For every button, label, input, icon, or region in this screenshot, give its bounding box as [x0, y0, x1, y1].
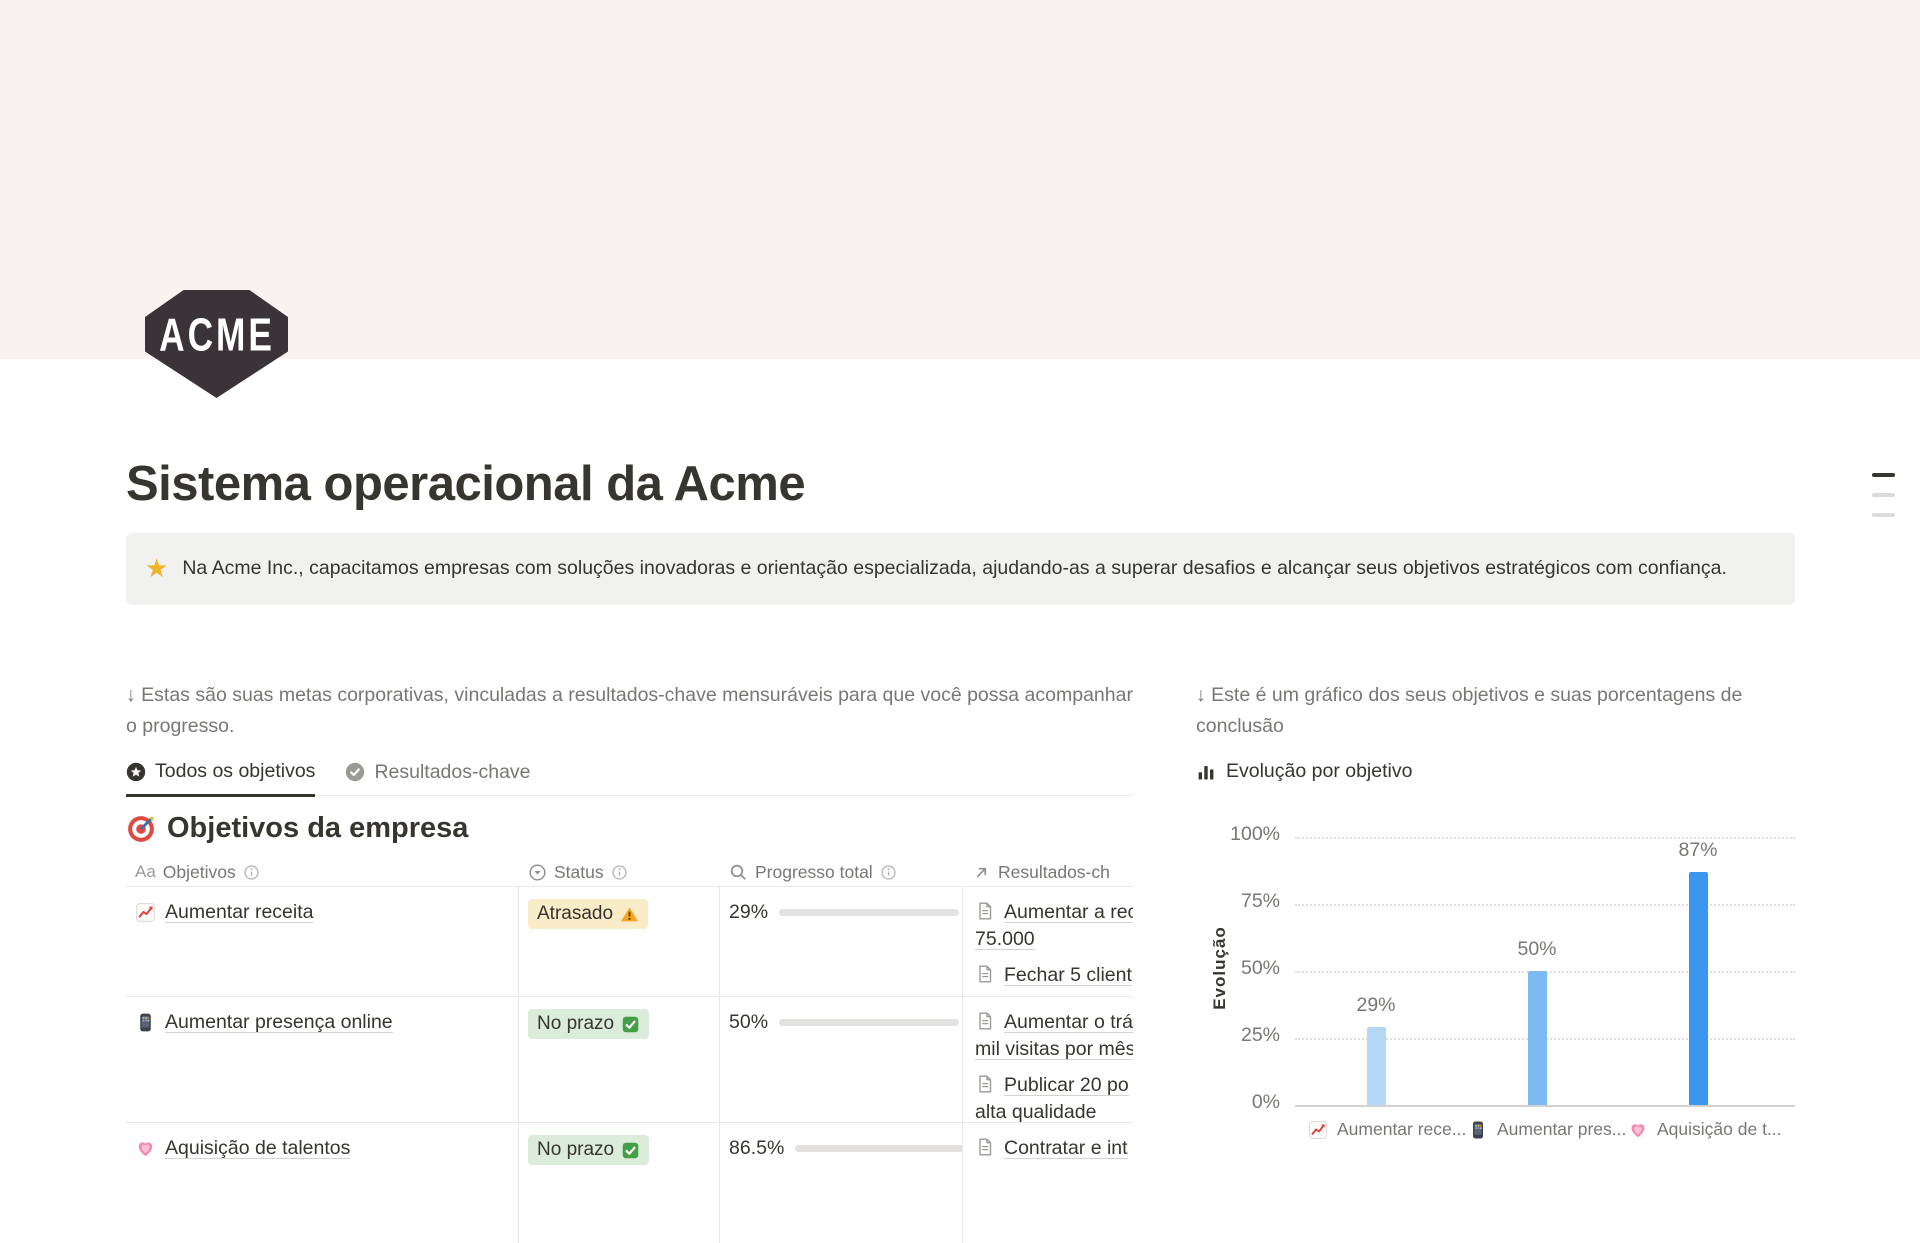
chart-bar-value: 87%	[1678, 838, 1718, 861]
y-axis-tick: 25%	[1240, 1024, 1280, 1046]
progress-value: 50%	[729, 1011, 769, 1033]
toc-item[interactable]	[1872, 513, 1895, 517]
gridline	[1295, 904, 1795, 906]
acme-logo-text: ACME	[158, 307, 275, 361]
goals-intro-text: ↓ Estas são suas metas corporativas, vin…	[126, 684, 1133, 737]
gridline	[1295, 837, 1795, 839]
key-result-link[interactable]: Aumentar a rec 75.000	[975, 901, 1133, 950]
key-result-link[interactable]: Publicar 20 po alta qualidade	[975, 1074, 1129, 1122]
chart-plot-area: 29% 50% 87%	[1295, 837, 1795, 1107]
chart-bar[interactable]	[1366, 1027, 1386, 1105]
growing-heart-icon	[138, 1142, 153, 1157]
bar-chart-icon	[1198, 765, 1214, 779]
column-header-resultados-chave[interactable]: Resultados-ch	[963, 862, 1133, 883]
goals-column: ↓ Estas são suas metas corporativas, vin…	[126, 680, 1133, 1243]
page-icon	[979, 1138, 992, 1156]
legend-entry: Aquisição de t...	[1628, 1119, 1788, 1140]
text-property-icon: Aa	[135, 862, 156, 881]
chart-block-title[interactable]: Evolução por objetivo	[1196, 760, 1795, 783]
objective-link[interactable]: Aumentar receita	[135, 899, 509, 926]
view-tabs: Todos os objetivos Resultados-chave	[126, 760, 1133, 797]
status-badge: No prazo	[528, 1135, 650, 1165]
y-axis-tick: 50%	[1240, 957, 1280, 979]
legend-label: Aumentar rece...	[1337, 1119, 1467, 1139]
status-badge: No prazo	[528, 1009, 650, 1039]
info-icon[interactable]	[611, 864, 628, 881]
progress-value: 29%	[729, 901, 769, 923]
callout-text: Na Acme Inc., capacitamos empresas com s…	[182, 557, 1727, 579]
target-icon	[128, 815, 154, 842]
table-header-row: Aa Objetivos Status	[126, 858, 1133, 887]
mobile-phone-icon	[1468, 1120, 1488, 1140]
y-axis-tick: 100%	[1230, 823, 1280, 845]
chart-intro-text: ↓ Este é um gráfico dos seus objetivos e…	[1196, 684, 1743, 737]
y-axis-tick: 75%	[1240, 890, 1280, 912]
chart-bar-value: 29%	[1356, 994, 1396, 1017]
warning-icon	[621, 906, 638, 921]
info-icon[interactable]	[243, 864, 260, 881]
page-content: Sistema operacional da Acme ★ Na Acme In…	[126, 359, 1795, 1243]
column-header-status[interactable]: Status	[519, 862, 720, 883]
table-row: Aumentar receita Atrasado	[126, 887, 1133, 997]
x-axis-line	[1295, 1105, 1795, 1107]
table-row: Aquisição de talentos No prazo	[126, 1123, 1133, 1243]
page-cover	[0, 0, 1920, 359]
callout-block: ★ Na Acme Inc., capacitamos empresas com…	[126, 533, 1795, 605]
objective-link[interactable]: Aquisição de talentos	[135, 1135, 509, 1162]
chart-legend: Aumentar rece... Aumentar pres... Aquisiçã…	[1308, 1119, 1788, 1140]
tab-todos-os-objetivos[interactable]: Todos os objetivos	[126, 760, 316, 797]
section-title: Objetivos da empresa	[167, 812, 469, 844]
check-mark-icon	[622, 1016, 639, 1032]
glowing-star-icon: ★	[145, 553, 169, 583]
y-axis-tick: 0%	[1251, 1091, 1280, 1113]
objective-link[interactable]: Aumentar presença online	[135, 1009, 509, 1036]
table-row: Aumentar presença online No prazo	[126, 997, 1133, 1123]
progress-bar	[795, 1145, 962, 1152]
chart-bar-value: 50%	[1517, 938, 1557, 960]
status-badge: Atrasado	[528, 899, 649, 929]
chart-increasing-icon	[136, 903, 155, 922]
page-icon	[979, 902, 992, 920]
chart-bar[interactable]	[1527, 971, 1547, 1105]
legend-entry: Aumentar pres...	[1468, 1119, 1628, 1140]
legend-label: Aumentar pres...	[1497, 1119, 1627, 1139]
legend-label: Aquisição de t...	[1657, 1119, 1782, 1139]
chart-bar[interactable]	[1688, 871, 1708, 1105]
key-result-link[interactable]: Aumentar o trá mil visitas por mês	[975, 1011, 1133, 1060]
table-of-contents-indicator[interactable]	[1872, 473, 1895, 517]
toc-item[interactable]	[1872, 493, 1895, 497]
check-circle-icon	[346, 762, 365, 782]
rollup-property-icon	[730, 864, 746, 880]
info-icon[interactable]	[880, 864, 897, 881]
section-heading: Objetivos da empresa	[126, 812, 1133, 845]
key-result-link[interactable]: Fechar 5 client	[975, 962, 1132, 989]
relation-property-icon	[976, 867, 987, 877]
page-icon	[979, 965, 992, 983]
key-result-link[interactable]: Contratar e int	[975, 1135, 1128, 1162]
check-mark-icon	[622, 1142, 639, 1158]
progress-value: 86.5%	[729, 1137, 785, 1159]
progress-bar	[779, 909, 960, 916]
page-title: Sistema operacional da Acme	[126, 457, 806, 511]
mobile-phone-icon	[140, 1013, 151, 1032]
column-header-objetivos[interactable]: Aa Objetivos	[126, 862, 519, 883]
page-icon	[979, 1012, 992, 1030]
progress-bar	[779, 1019, 960, 1026]
growing-heart-icon	[1628, 1120, 1648, 1140]
page-icon	[979, 1075, 992, 1093]
objectives-table: Aa Objetivos Status	[126, 858, 1133, 1243]
column-header-progresso-total[interactable]: Progresso total	[720, 862, 963, 883]
chart-increasing-icon	[1308, 1120, 1328, 1140]
tab-label: Resultados-chave	[374, 760, 531, 783]
chart-column: ↓ Este é um gráfico dos seus objetivos e…	[1196, 680, 1795, 1243]
legend-entry: Aumentar rece...	[1308, 1119, 1468, 1140]
select-property-icon	[529, 863, 546, 881]
tab-label: Todos os objetivos	[155, 760, 316, 782]
toc-item[interactable]	[1872, 473, 1895, 477]
star-circle-icon	[126, 762, 146, 781]
tab-resultados-chave[interactable]: Resultados-chave	[345, 760, 531, 795]
bar-chart: Evolução 29% 50% 87% Aumentar rece... Aumen…	[1196, 820, 1795, 1160]
